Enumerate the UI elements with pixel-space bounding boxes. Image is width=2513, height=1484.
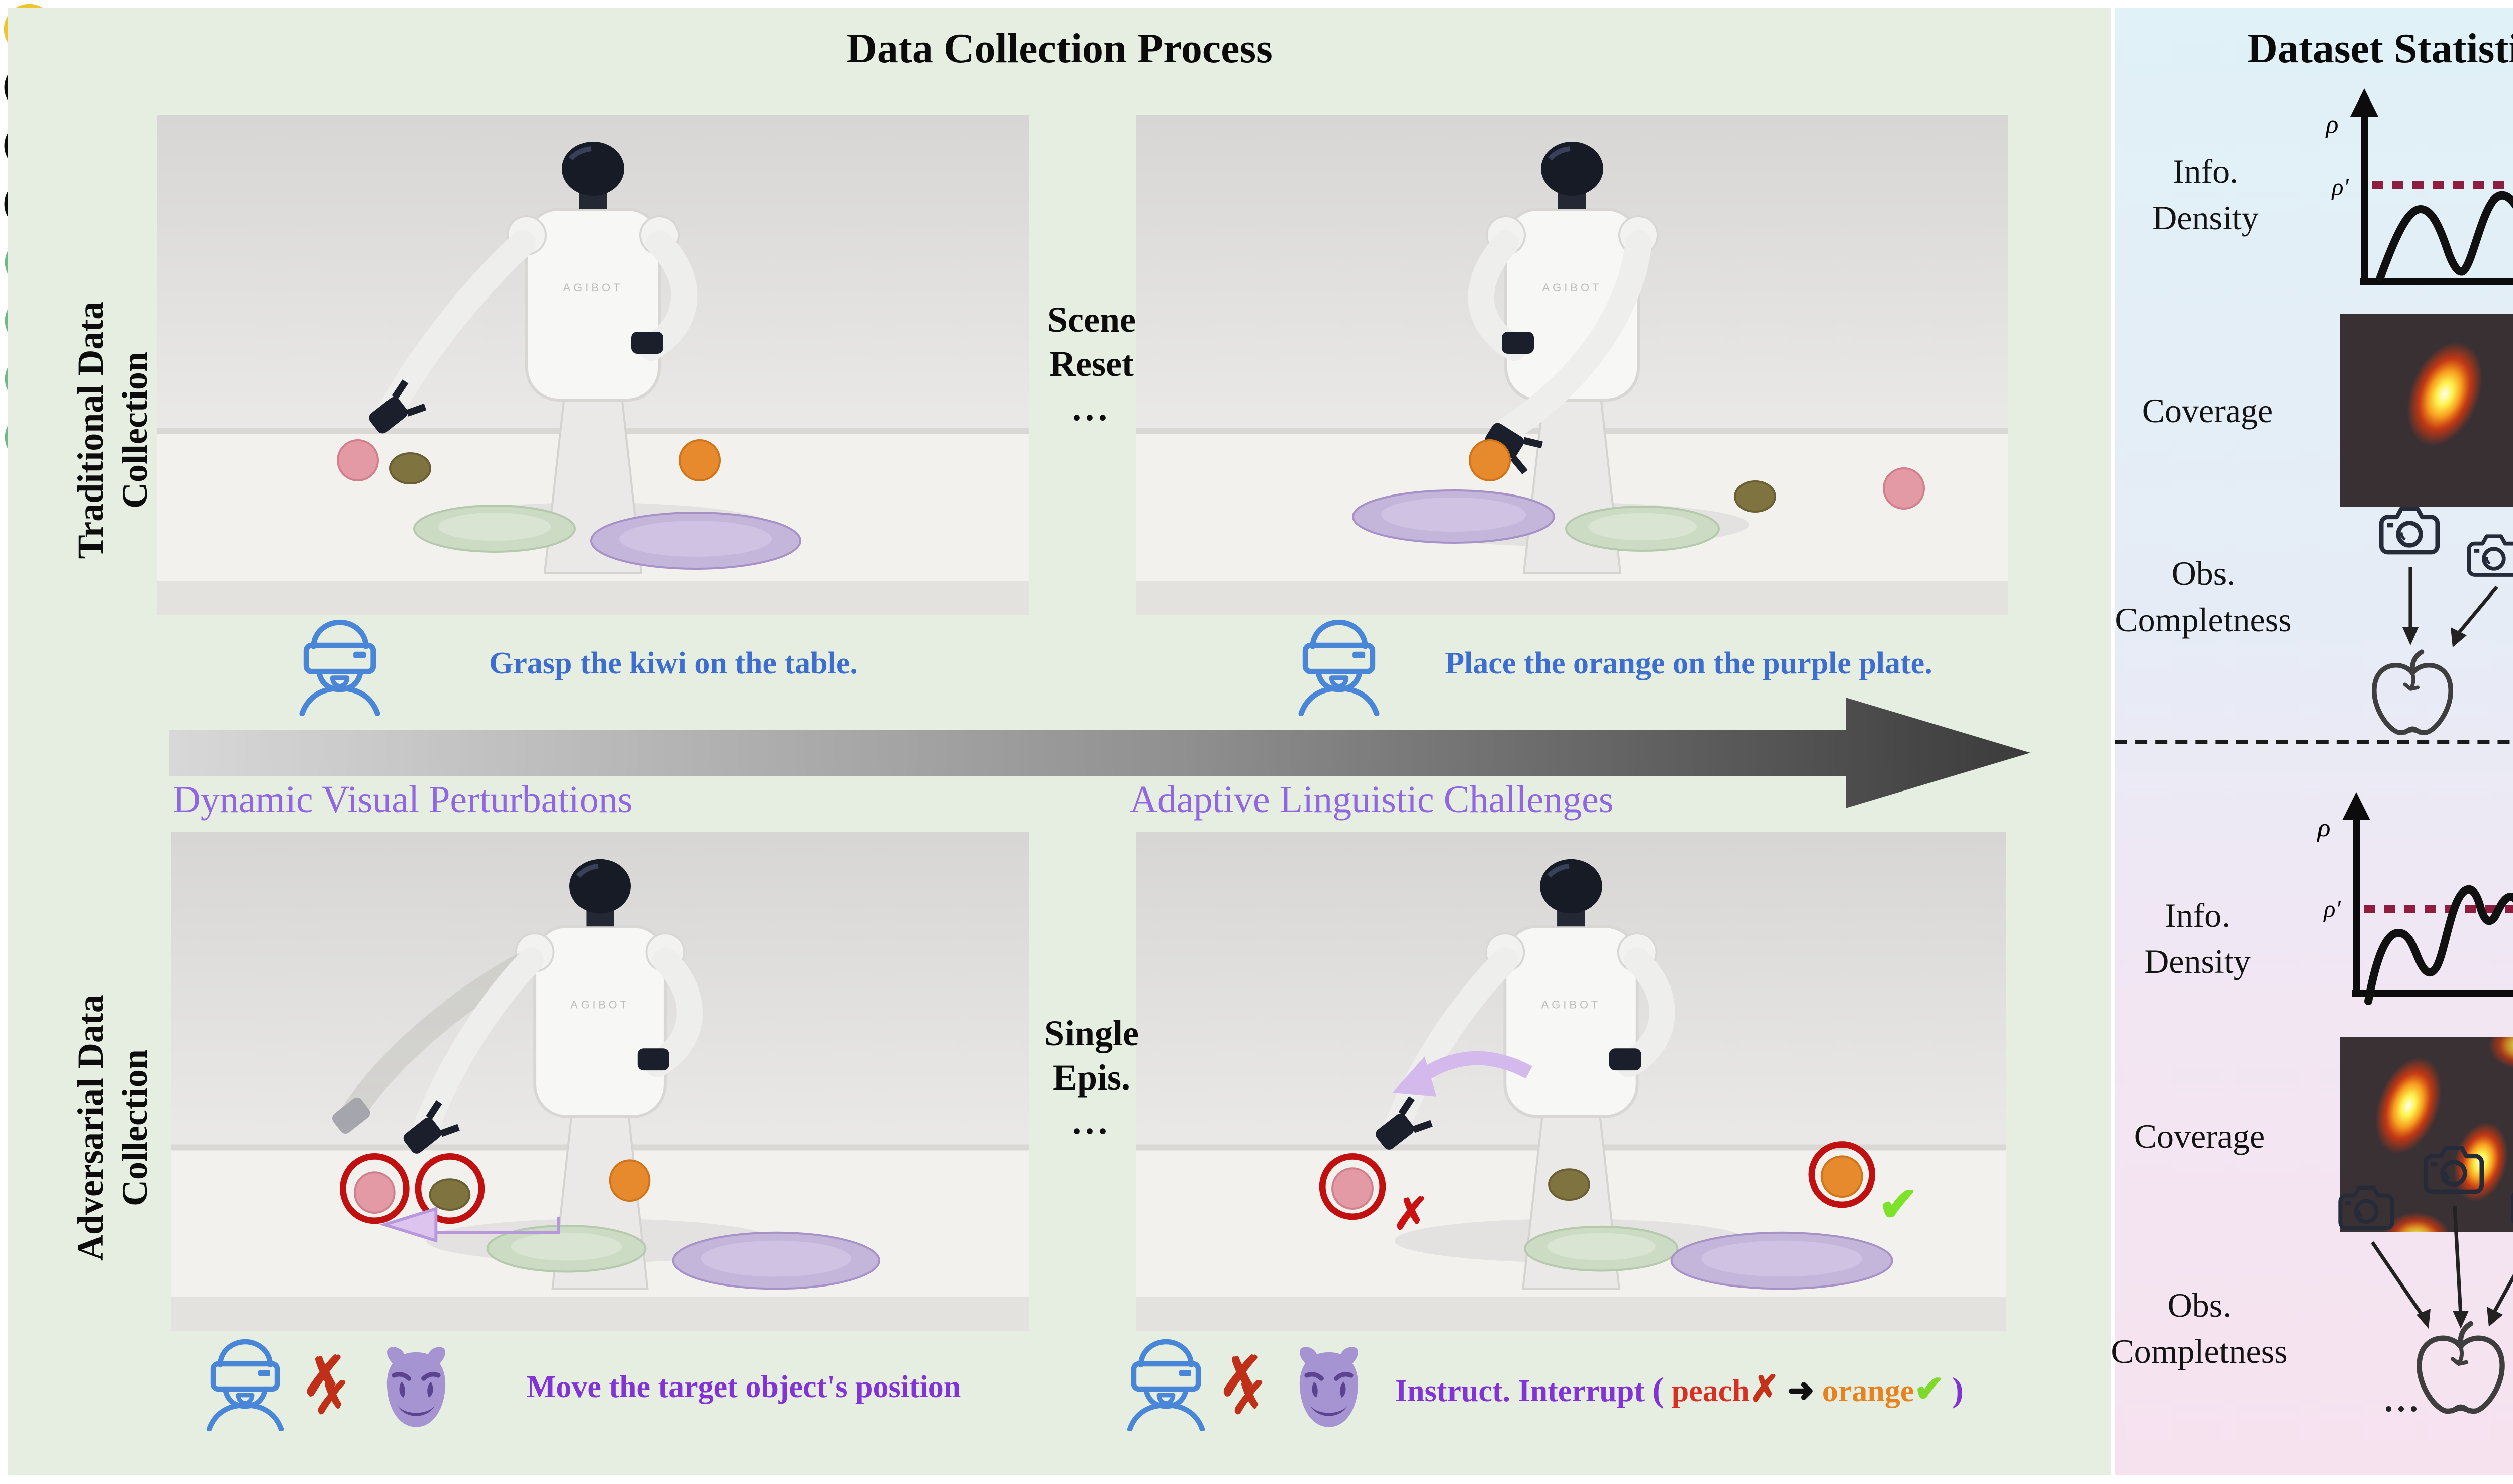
move-left-arrow [379,1206,560,1243]
camera-icon [2426,1148,2482,1192]
peach [337,439,379,481]
robot: AGIBOT [332,859,703,1290]
scene-reset-label: Scene Reset ... [1047,300,1136,428]
svg-text:ρ': ρ' [2323,896,2341,922]
peach [1331,1167,1374,1210]
timeline-arrow [169,698,2031,808]
camera-icon [2340,1188,2392,1228]
coverage-heatmap-bottom [2340,1037,2513,1232]
info-density-plot-bottom: ρ ρ' t [2317,792,2513,1005]
coverage-heatmap-top [2340,314,2513,507]
single-episode-label: Single Epis. ... [1044,1013,1139,1142]
double-cross-icon: ✗ ✗ [1218,1347,1268,1423]
header-linguistic-challenges: Adaptive Linguistic Challenges [1130,780,1614,822]
svg-text:AGIBOT: AGIBOT [570,998,629,1011]
replace-arrow: ➜ [1787,1375,1815,1409]
annotations [340,1153,560,1243]
annotations: ✗ ✔ [1319,1141,1918,1238]
svg-text:ρ: ρ [2317,814,2331,842]
plates-and-fruits [337,439,801,570]
camera-icon [2381,509,2438,552]
orange [609,1159,651,1202]
obs-completeness-top [2336,490,2513,744]
plates-and-fruits [1331,1155,1893,1290]
peach [354,1171,396,1214]
apple-icon [2374,652,2451,733]
kiwi [429,1178,471,1211]
label-coverage-bottom: Coverage [2134,1118,2265,1156]
label-info-density-top: Info. Density [2152,153,2259,237]
orange [679,439,721,481]
caption-move-object: Move the target object's position [526,1371,961,1405]
robot: AGIBOT [1468,142,1659,574]
caption-instruct-interrupt: Instruct. Interrupt ( peach✗ ➜ orange✔ ) [1395,1369,1964,1409]
info-density-plot-top: ρ ρ' t [2325,88,2513,285]
red-circle [340,1153,410,1224]
plates-and-fruits [354,1159,880,1290]
wrong-object: peach [1671,1375,1750,1409]
title-dataset-statistics: Dataset Statistics [2247,24,2513,72]
double-cross-icon: ✗ ✗ [302,1347,351,1423]
orange [1469,439,1511,481]
row-label-traditional: Traditional Data Collection [70,301,155,559]
label-info-density-bottom: Info. Density [2144,897,2251,981]
perturb-arrow [1412,1051,1532,1086]
ellipsis: ... [2384,1380,2422,1419]
cross-mark: ✗ [1749,1369,1780,1409]
label-obs-completeness-top: Obs. Completness [2115,555,2292,639]
header-visual-perturbations: Dynamic Visual Perturbations [173,780,633,822]
label-obs-completeness-bottom: Obs. Completness [2111,1287,2288,1371]
caption-place-orange: Place the orange on the purple plate. [1445,647,1932,681]
obs-completeness-bottom: ... [2324,1130,2513,1419]
density-curve [2364,885,2513,1005]
devil-emoji [1287,1343,1371,1431]
interrupt-prefix: Instruct. Interrupt [1395,1375,1645,1409]
cross-mark: ✗ [1393,1190,1430,1238]
robot-scene-traditional-place: AGIBOT [1136,115,2008,615]
svg-text:ρ': ρ' [2331,174,2349,201]
vr-operator-icon [205,1339,285,1431]
red-circle [1319,1153,1386,1220]
robot-scene-adversarial-move: AGIBOT [171,832,1029,1331]
robot-scene-traditional-grasp: AGIBOT [157,115,1029,615]
svg-text:ρ: ρ [2325,110,2339,139]
vr-operator-icon [1126,1339,1206,1431]
apple-icon [2419,1324,2502,1411]
red-circle [415,1153,485,1224]
check-mark: ✔ [1878,1178,1918,1231]
orange [1820,1155,1863,1198]
section-divider [2115,740,2513,744]
kiwi [1548,1168,1590,1201]
label-coverage-top: Coverage [2142,392,2273,430]
camera-icon [2469,536,2513,575]
row-label-adversarial: Adversarial Data Collection [70,995,155,1261]
svg-text:AGIBOT: AGIBOT [1541,999,1601,1011]
red-circle [1808,1141,1876,1208]
robot-scene-adversarial-interrupt: AGIBOT ✗ ✔ [1136,832,2006,1331]
caption-grasp-kiwi: Grasp the kiwi on the table. [489,647,858,681]
new-object: orange [1822,1375,1914,1409]
kiwi [389,452,431,484]
check-mark: ✔ [1914,1369,1945,1409]
peach [1883,467,1925,510]
devil-emoji [374,1343,458,1431]
svg-text:AGIBOT: AGIBOT [1542,281,1602,294]
kiwi [1734,480,1776,513]
svg-text:AGIBOT: AGIBOT [563,281,623,294]
density-curve [2376,191,2513,281]
title-data-collection: Data Collection Process [846,24,1273,72]
plates-and-fruits [1352,439,1925,552]
